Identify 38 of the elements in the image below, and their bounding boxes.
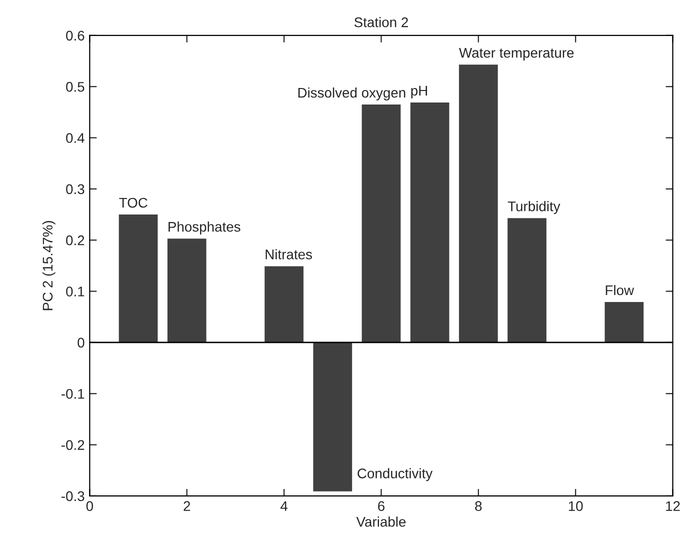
bar xyxy=(508,218,546,342)
y-tick-label: 0.3 xyxy=(66,184,84,194)
bar xyxy=(167,238,206,342)
bar xyxy=(458,64,498,342)
y-axis-title: PC 2 (15.47%) xyxy=(42,221,56,310)
bar xyxy=(410,102,450,342)
annotation: TOC xyxy=(119,198,148,208)
y-tick-label: 0.6 xyxy=(66,30,84,41)
y-tick-label: -0.2 xyxy=(62,440,84,450)
annotation: Dissolved oxygen xyxy=(298,87,406,100)
annotation: Conductivity xyxy=(358,468,433,482)
annotation: pH xyxy=(411,86,427,98)
annotation: Phosphates xyxy=(168,222,240,234)
y-tick-label: -0.1 xyxy=(62,388,84,399)
y-tick-label: -0.3 xyxy=(62,491,84,502)
x-tick-label: 2 xyxy=(184,501,190,511)
x-tick-label: 8 xyxy=(475,501,482,512)
bar xyxy=(118,214,158,342)
y-tick-label: 0.2 xyxy=(66,235,84,246)
x-tick-label: 12 xyxy=(666,501,680,511)
x-tick-label: 4 xyxy=(280,501,288,511)
x-axis-title: Variable xyxy=(356,516,406,527)
x-tick-label: 6 xyxy=(378,501,384,512)
y-tick-label: 0.4 xyxy=(66,133,84,143)
bar xyxy=(264,266,304,342)
bar xyxy=(362,104,401,342)
y-tick-label: 0.1 xyxy=(66,286,84,296)
annotation: Flow xyxy=(606,284,634,296)
bar xyxy=(313,342,352,492)
annotation: Water temperature xyxy=(459,48,574,60)
annotation: Turbidity xyxy=(508,201,560,214)
chart-title: Station 2 xyxy=(354,17,408,28)
y-tick-label: 0 xyxy=(78,338,84,348)
x-tick-label: 0 xyxy=(86,501,94,512)
annotation: Nitrates xyxy=(266,249,312,260)
x-tick-label: 10 xyxy=(568,501,583,512)
bar xyxy=(604,302,644,342)
y-tick-label: 0.5 xyxy=(66,82,84,92)
